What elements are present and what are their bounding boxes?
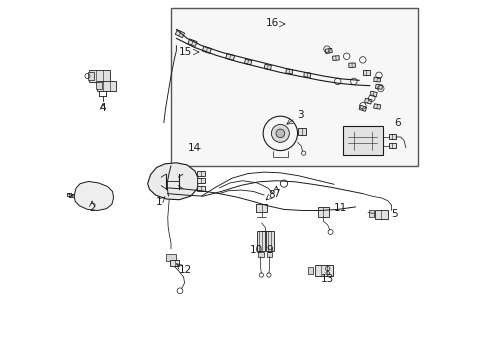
Polygon shape xyxy=(69,194,74,197)
Polygon shape xyxy=(66,193,71,196)
Polygon shape xyxy=(256,231,264,251)
Polygon shape xyxy=(375,84,382,89)
Text: 16: 16 xyxy=(265,18,278,28)
Text: 2: 2 xyxy=(89,203,95,213)
Polygon shape xyxy=(96,81,116,91)
Polygon shape xyxy=(265,231,273,251)
Polygon shape xyxy=(196,178,204,183)
Polygon shape xyxy=(388,134,395,139)
Polygon shape xyxy=(74,181,113,211)
Polygon shape xyxy=(256,204,266,212)
Text: 13: 13 xyxy=(320,274,333,284)
Text: 4: 4 xyxy=(100,103,106,113)
Polygon shape xyxy=(266,252,272,257)
Text: 3: 3 xyxy=(296,110,303,120)
Text: 10: 10 xyxy=(249,245,263,255)
Polygon shape xyxy=(388,143,395,148)
Polygon shape xyxy=(202,46,211,53)
Polygon shape xyxy=(325,48,332,54)
Polygon shape xyxy=(363,70,369,75)
Polygon shape xyxy=(374,210,387,219)
Polygon shape xyxy=(373,77,380,82)
Circle shape xyxy=(276,129,284,138)
Text: 15: 15 xyxy=(179,47,192,57)
Polygon shape xyxy=(175,30,184,38)
Polygon shape xyxy=(264,64,271,70)
Polygon shape xyxy=(332,56,339,60)
Polygon shape xyxy=(303,72,310,77)
Bar xyxy=(343,126,382,155)
Polygon shape xyxy=(314,265,332,276)
Polygon shape xyxy=(165,254,176,261)
Bar xyxy=(171,8,418,166)
Polygon shape xyxy=(285,69,292,74)
Polygon shape xyxy=(368,210,373,217)
Polygon shape xyxy=(244,59,251,65)
Polygon shape xyxy=(187,39,197,46)
Polygon shape xyxy=(369,91,376,97)
Polygon shape xyxy=(358,105,366,111)
Text: 5: 5 xyxy=(391,209,397,219)
Polygon shape xyxy=(297,129,305,135)
Polygon shape xyxy=(317,207,328,217)
Polygon shape xyxy=(225,54,234,60)
Polygon shape xyxy=(257,252,263,257)
Polygon shape xyxy=(307,267,313,274)
Polygon shape xyxy=(196,186,204,191)
Text: 6: 6 xyxy=(394,118,401,128)
Polygon shape xyxy=(196,171,204,176)
Polygon shape xyxy=(88,72,94,80)
Text: 9: 9 xyxy=(266,245,272,255)
Polygon shape xyxy=(147,163,198,200)
Text: 8: 8 xyxy=(268,190,275,200)
Polygon shape xyxy=(373,104,380,109)
Text: 12: 12 xyxy=(178,265,192,275)
Polygon shape xyxy=(96,82,102,89)
Polygon shape xyxy=(348,63,355,68)
Polygon shape xyxy=(364,98,371,104)
Text: 14: 14 xyxy=(187,143,201,153)
Text: 1: 1 xyxy=(156,197,162,207)
Text: 11: 11 xyxy=(333,203,346,213)
Polygon shape xyxy=(88,70,110,82)
Polygon shape xyxy=(170,260,179,266)
Circle shape xyxy=(271,125,289,142)
Text: 7: 7 xyxy=(272,189,279,199)
